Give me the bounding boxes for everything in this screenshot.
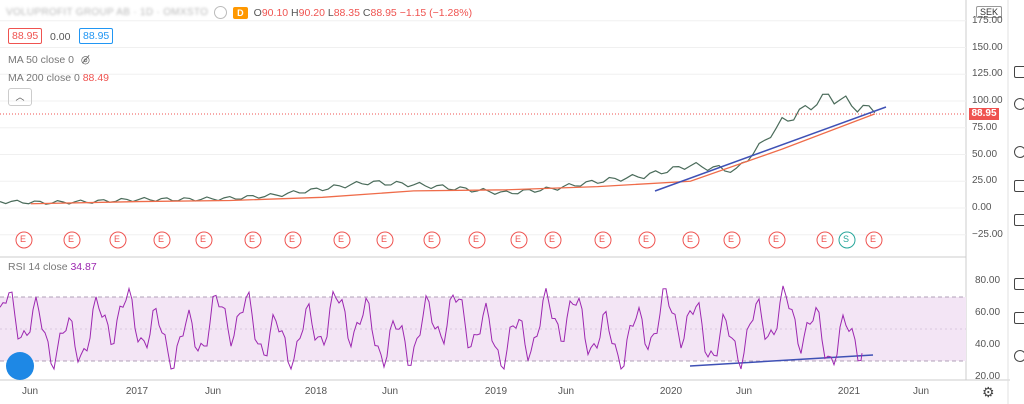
toolbar-target-icon[interactable] [1014, 146, 1024, 158]
compare-circle-icon[interactable] [214, 6, 228, 19]
price-tick: −25.00 [972, 228, 1003, 240]
earnings-event-icon[interactable] [510, 231, 528, 249]
ma200-legend[interactable]: MA 200 close 0 88.49 [8, 72, 109, 84]
event-label[interactable]: E [821, 234, 828, 244]
earnings-event-icon[interactable] [768, 231, 786, 249]
time-tick: 2018 [304, 386, 328, 397]
bid-price[interactable]: 88.95 [8, 28, 43, 44]
earnings-event-icon[interactable] [682, 231, 700, 249]
time-tick: Jun [21, 386, 39, 397]
event-label[interactable]: E [773, 234, 780, 244]
toolbar-calendar-icon[interactable] [1014, 180, 1024, 192]
earnings-event-icon[interactable] [376, 231, 394, 249]
interval-badge[interactable]: D [233, 6, 248, 19]
symbol-header: VOLUPROFIT GROUP AB · 1D · OMXSTO D O90.… [6, 6, 472, 19]
earnings-event-icon[interactable] [594, 231, 612, 249]
event-label[interactable]: E [643, 234, 650, 244]
price-series [0, 93, 876, 205]
event-label[interactable]: E [338, 234, 345, 244]
time-tick: Jun [557, 386, 575, 397]
ask-price[interactable]: 88.95 [79, 28, 114, 44]
price-tick: 25.00 [972, 175, 998, 187]
price-tick: 150.00 [972, 41, 1003, 53]
earnings-event-icon[interactable] [838, 231, 856, 249]
time-tick: 2019 [484, 386, 508, 397]
time-tick: 2020 [659, 386, 683, 397]
toolbar-circle-icon[interactable] [1014, 98, 1024, 110]
symbol-name[interactable]: VOLUPROFIT GROUP AB · 1D · OMXSTO [6, 7, 209, 18]
rsi-trendline [689, 354, 874, 367]
ma50-legend[interactable]: MA 50 close 0 ◎̸ [8, 54, 91, 66]
toolbar-bell-icon[interactable] [1014, 214, 1024, 226]
rsi-line [0, 285, 863, 371]
collapse-legend-button[interactable]: ︿ [8, 88, 32, 106]
last-price-tag: 88.95 [969, 108, 999, 120]
eye-hidden-icon[interactable]: ◎̸ [80, 54, 91, 66]
time-tick: Jun [912, 386, 930, 397]
tradingview-logo-icon[interactable] [6, 352, 34, 380]
rsi-tick: 40.00 [975, 339, 1001, 350]
earnings-event-icon[interactable] [284, 231, 302, 249]
ohlc-values: O90.10 H90.20 L88.35 C88.95 −1.15 (−1.28… [253, 6, 473, 19]
event-label[interactable]: E [381, 234, 388, 244]
event-label[interactable]: S [843, 234, 850, 244]
time-tick: Jun [381, 386, 399, 397]
event-label[interactable]: E [114, 234, 121, 244]
earnings-event-icon[interactable] [865, 231, 883, 249]
toolbar-square-icon[interactable] [1014, 66, 1024, 78]
event-label[interactable]: E [728, 234, 735, 244]
event-label[interactable]: E [870, 234, 877, 244]
event-label[interactable]: E [200, 234, 207, 244]
time-tick: Jun [735, 386, 753, 397]
rsi-tick: 20.00 [975, 371, 1001, 382]
earnings-event-icon[interactable] [816, 231, 834, 249]
event-label[interactable]: E [549, 234, 556, 244]
earnings-event-icon[interactable] [333, 231, 351, 249]
event-label[interactable]: E [428, 234, 435, 244]
price-tick: 125.00 [972, 68, 1003, 80]
earnings-event-icon[interactable] [244, 231, 262, 249]
currency-label[interactable]: SEK [976, 6, 1003, 18]
toolbar-magnet-icon[interactable] [1014, 350, 1024, 362]
earnings-event-icon[interactable] [153, 231, 171, 249]
event-label[interactable]: E [515, 234, 522, 244]
ma200-line [30, 113, 876, 205]
price-tick: 175.00 [972, 14, 1003, 26]
spread-value: 0.00 [50, 31, 71, 43]
event-label[interactable]: E [289, 234, 296, 244]
event-label[interactable]: E [473, 234, 480, 244]
earnings-event-icon[interactable] [15, 231, 33, 249]
toolbar-ruler-icon[interactable] [1014, 312, 1024, 324]
price-tick: 75.00 [972, 121, 998, 133]
price-tick: 0.00 [972, 202, 992, 213]
earnings-event-icon[interactable] [195, 231, 213, 249]
rsi-tick: 60.00 [975, 307, 1001, 318]
earnings-event-icon[interactable] [638, 231, 656, 249]
earnings-event-icon[interactable] [109, 231, 127, 249]
event-label[interactable]: E [68, 234, 75, 244]
rsi-legend[interactable]: RSI 14 close 34.87 [8, 261, 97, 273]
earnings-event-icon[interactable] [723, 231, 741, 249]
event-label[interactable]: E [599, 234, 606, 244]
toolbar-cursor-icon[interactable] [1014, 278, 1024, 290]
earnings-event-icon[interactable] [63, 231, 81, 249]
time-tick: 2021 [837, 386, 861, 397]
gear-icon[interactable]: ⚙ [982, 384, 995, 400]
event-label[interactable]: E [158, 234, 165, 244]
price-trendline [654, 106, 887, 192]
time-tick: Jun [204, 386, 222, 397]
price-tick: 50.00 [972, 148, 998, 160]
earnings-event-icon[interactable] [544, 231, 562, 249]
price-tick: 100.00 [972, 95, 1003, 106]
time-tick: 2017 [125, 386, 149, 397]
rsi-tick: 80.00 [975, 275, 1001, 286]
earnings-event-icon[interactable] [468, 231, 486, 249]
event-label[interactable]: E [249, 234, 256, 244]
event-label[interactable]: E [687, 234, 694, 244]
event-label[interactable]: E [20, 234, 27, 244]
earnings-event-icon[interactable] [423, 231, 441, 249]
